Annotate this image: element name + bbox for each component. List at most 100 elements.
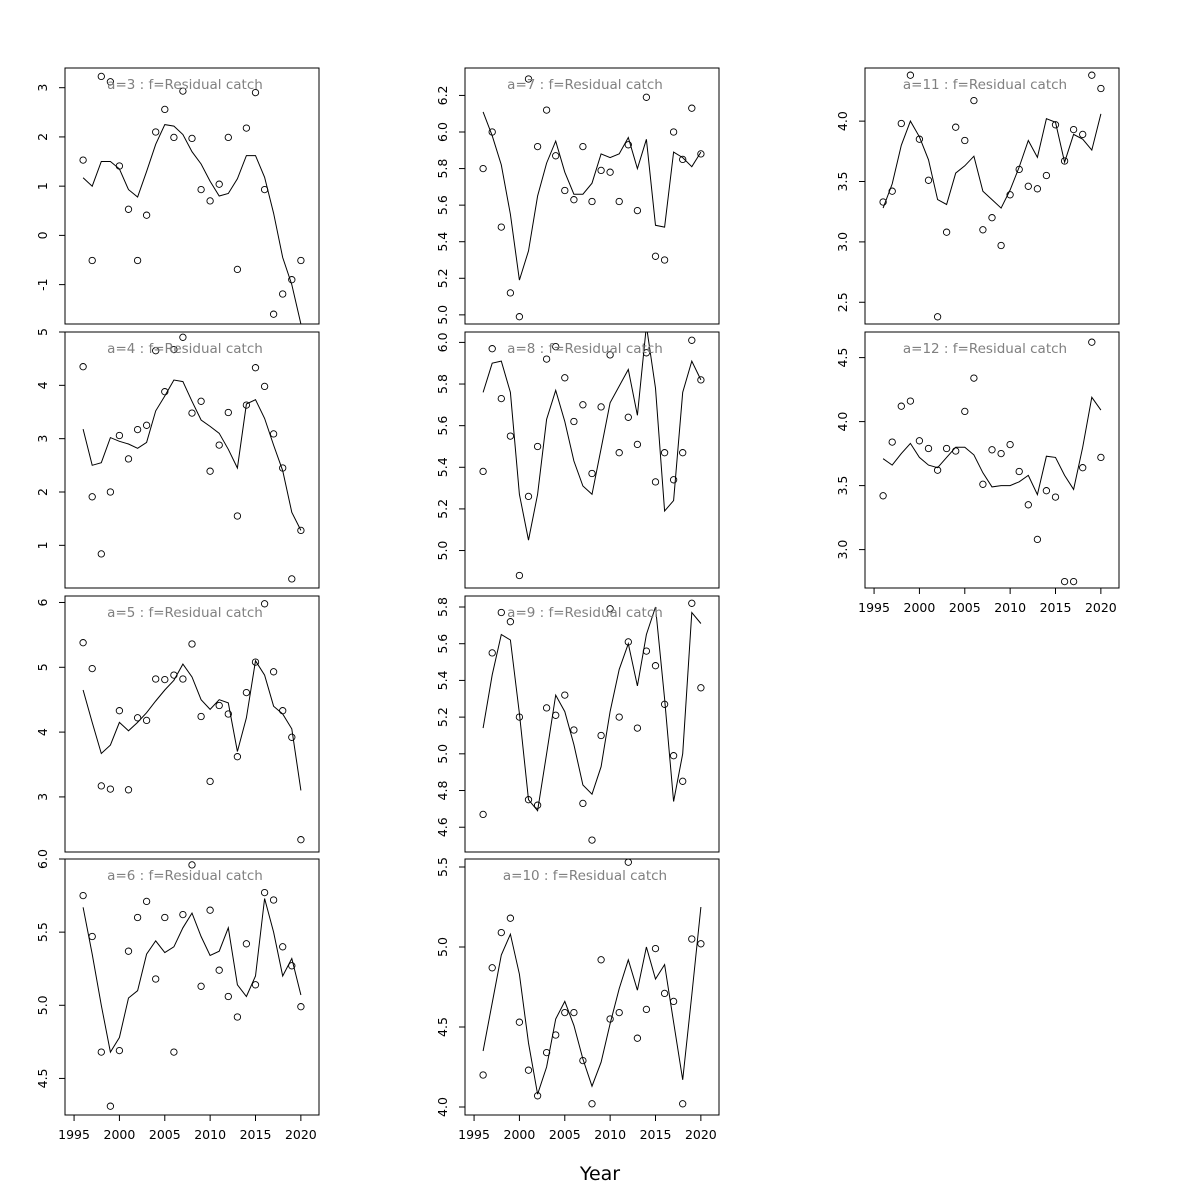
panel-title: a=10 : f=Residual catch bbox=[503, 868, 667, 884]
y-tick-label: 4.8 bbox=[435, 781, 450, 801]
data-point bbox=[206, 467, 214, 475]
data-point bbox=[688, 935, 696, 943]
data-point bbox=[88, 256, 96, 265]
data-point bbox=[142, 421, 151, 429]
data-point bbox=[197, 712, 205, 721]
data-point bbox=[269, 310, 278, 318]
data-point bbox=[579, 1056, 587, 1065]
data-point bbox=[651, 944, 660, 953]
y-tick-label: 4.5 bbox=[435, 1017, 450, 1037]
data-point bbox=[170, 671, 178, 679]
y-tick-label: 5.6 bbox=[435, 195, 450, 215]
y-tick-label: 4.6 bbox=[435, 817, 450, 837]
panel-title: a=6 : f=Residual catch bbox=[107, 868, 263, 884]
y-tick-label: 1 bbox=[35, 541, 50, 549]
data-point bbox=[133, 425, 142, 434]
data-point bbox=[106, 488, 115, 496]
data-point bbox=[552, 342, 560, 351]
panel-title: a=9 : f=Residual catch bbox=[507, 605, 663, 621]
x-tick-label: 2005 bbox=[549, 1127, 581, 1142]
data-point bbox=[188, 134, 196, 143]
y-tick-label: 4.5 bbox=[35, 1068, 50, 1088]
data-point bbox=[124, 455, 133, 463]
data-point bbox=[533, 142, 542, 151]
data-point bbox=[1097, 453, 1105, 462]
plot-frame bbox=[64, 858, 320, 1116]
data-point bbox=[179, 87, 187, 95]
data-point bbox=[642, 93, 651, 101]
data-point bbox=[260, 382, 269, 391]
data-point bbox=[215, 966, 223, 974]
data-point bbox=[606, 168, 614, 176]
y-tick-label: 6.0 bbox=[435, 122, 450, 142]
panel-title: a=4 : f=Residual catch bbox=[107, 341, 263, 357]
data-point bbox=[624, 858, 632, 866]
data-point bbox=[952, 123, 960, 131]
data-point bbox=[552, 152, 560, 160]
data-point bbox=[97, 782, 105, 790]
data-point bbox=[88, 932, 96, 941]
data-point bbox=[224, 133, 232, 142]
y-tick-label: 5 bbox=[35, 663, 50, 671]
data-point bbox=[1051, 493, 1060, 501]
x-axis-label: Year bbox=[579, 1163, 620, 1185]
y-tick-label: 5.0 bbox=[435, 744, 450, 764]
x-tick-label: 2015 bbox=[240, 1127, 272, 1142]
panel-title: a=3 : f=Residual catch bbox=[107, 77, 263, 93]
fitted-line bbox=[82, 659, 302, 791]
data-point bbox=[561, 374, 569, 382]
y-tick-label: 6.2 bbox=[435, 85, 450, 105]
data-point bbox=[879, 492, 887, 500]
data-point bbox=[279, 290, 287, 298]
data-point bbox=[124, 205, 133, 213]
y-tick-label: 3.0 bbox=[835, 540, 850, 560]
data-point bbox=[233, 265, 242, 274]
data-point bbox=[1069, 125, 1078, 134]
x-tick-label: 2020 bbox=[1085, 600, 1117, 615]
data-point bbox=[170, 1048, 178, 1056]
data-point bbox=[524, 492, 533, 501]
data-point bbox=[624, 141, 632, 149]
data-point bbox=[642, 349, 651, 357]
plot-frame bbox=[64, 331, 320, 589]
data-point bbox=[660, 256, 669, 264]
panel-8: 4.0 4.5 5.0 5.5 1995 2000 2005 2010 2015 2020 a=10… bbox=[435, 857, 720, 1142]
data-point bbox=[679, 449, 687, 457]
data-point bbox=[152, 975, 160, 983]
y-tick-label: 4 bbox=[35, 728, 50, 736]
data-point bbox=[988, 214, 996, 222]
data-point bbox=[660, 700, 669, 708]
data-point bbox=[488, 128, 496, 136]
data-point bbox=[651, 478, 660, 486]
data-point bbox=[269, 896, 278, 904]
data-point bbox=[515, 1018, 524, 1026]
data-point bbox=[542, 704, 551, 712]
data-point bbox=[697, 940, 705, 948]
data-point bbox=[679, 1100, 687, 1108]
x-tick-label: 2020 bbox=[285, 1127, 317, 1142]
data-point bbox=[497, 608, 505, 617]
data-point bbox=[660, 449, 669, 457]
y-tick-label: 5.2 bbox=[435, 268, 450, 288]
data-point bbox=[297, 256, 305, 265]
y-tick-label: 3 bbox=[35, 435, 50, 443]
data-point bbox=[215, 180, 223, 188]
data-point bbox=[642, 1005, 651, 1014]
data-point bbox=[579, 401, 587, 409]
x-tick-label: 2005 bbox=[949, 600, 981, 615]
data-point bbox=[97, 1048, 105, 1056]
data-point bbox=[479, 810, 487, 819]
data-point bbox=[524, 796, 533, 804]
data-point bbox=[515, 571, 524, 580]
data-point bbox=[924, 176, 933, 184]
data-point bbox=[279, 707, 287, 715]
data-point bbox=[97, 72, 105, 81]
data-point bbox=[915, 437, 924, 445]
data-point bbox=[115, 162, 124, 170]
data-point bbox=[106, 78, 115, 86]
data-point bbox=[688, 104, 696, 112]
plot-frame bbox=[864, 331, 1120, 589]
data-point bbox=[570, 1008, 578, 1017]
data-point bbox=[606, 605, 614, 613]
plot-frame bbox=[64, 595, 320, 853]
